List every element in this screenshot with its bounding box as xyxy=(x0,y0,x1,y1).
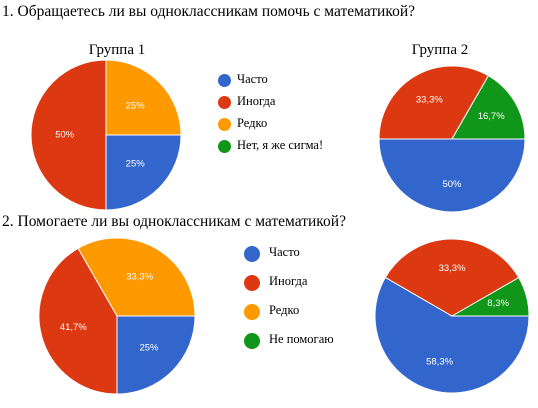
pie-slice-редко xyxy=(77,237,196,317)
legend-label: Редко xyxy=(269,303,300,317)
pie-data-label: 50% xyxy=(55,130,75,141)
pie-slice-часто xyxy=(378,138,526,213)
pie-slice-иногда xyxy=(38,247,118,395)
pie-data-label: 33,3% xyxy=(439,263,466,274)
legend-label: Иногда xyxy=(269,274,308,288)
group-1-label: Группа 1 xyxy=(88,42,146,58)
pie-slice-редко xyxy=(105,59,182,136)
pie-chart-q2-group-1: 25% 41,7% 33,3% xyxy=(38,237,196,395)
pie-data-label: 41,7% xyxy=(60,322,87,333)
pie-slice-нет-я-же-сигма xyxy=(451,75,526,140)
legend-label: Не помогаю xyxy=(269,332,334,346)
pie-slice-часто xyxy=(105,134,182,211)
legend-label: Иногда xyxy=(237,94,276,108)
pie-data-label: 58,3% xyxy=(426,357,453,368)
legend-swatch-not-helping xyxy=(244,333,260,349)
pie-slice-часто xyxy=(116,315,196,395)
pie-data-label: 25% xyxy=(126,159,146,170)
group-2-label: Группа 2 xyxy=(411,42,469,58)
pie-chart-q1-group-2: 50% 33,3% 16,7% xyxy=(378,65,526,213)
legend-swatch-sometimes xyxy=(218,96,231,109)
pie-chart-q1-group-1: 25% 50% 25% xyxy=(30,59,182,211)
legend-swatch-often xyxy=(218,74,231,87)
legend-label: Часто xyxy=(269,245,300,259)
legend-swatch-no xyxy=(218,140,231,153)
legend-swatch-sometimes xyxy=(244,275,260,291)
pie-data-label: 8,3% xyxy=(487,298,509,309)
legend-label: Часто xyxy=(237,72,268,86)
pie-data-label: 33,3% xyxy=(416,94,443,105)
legend-swatch-rarely xyxy=(244,304,260,320)
question-2-title: 2. Помогаете ли вы одноклассникам с мате… xyxy=(2,213,346,230)
legend-swatch-often xyxy=(244,246,260,262)
pie-slice-иногда xyxy=(378,65,490,140)
pie-chart-q2-group-2: 58,3% 33,3% 8,3% xyxy=(374,238,530,394)
pie-slice-часто xyxy=(374,276,530,394)
pie-data-label: 25% xyxy=(139,342,159,353)
question-1-title: 1. Обращаетесь ли вы одноклассникам помо… xyxy=(2,3,416,20)
pie-slice-не-помогаю xyxy=(450,276,530,317)
legend-swatch-rarely xyxy=(218,118,231,131)
pie-data-label: 50% xyxy=(442,179,462,190)
legend-label: Нет, я же сигма! xyxy=(237,138,324,152)
legend-label: Редко xyxy=(237,116,268,130)
pie-data-label: 25% xyxy=(126,100,146,111)
pie-data-label: 33,3% xyxy=(126,271,153,282)
pie-slice-иногда xyxy=(30,59,107,211)
pie-data-label: 16,7% xyxy=(478,111,505,122)
